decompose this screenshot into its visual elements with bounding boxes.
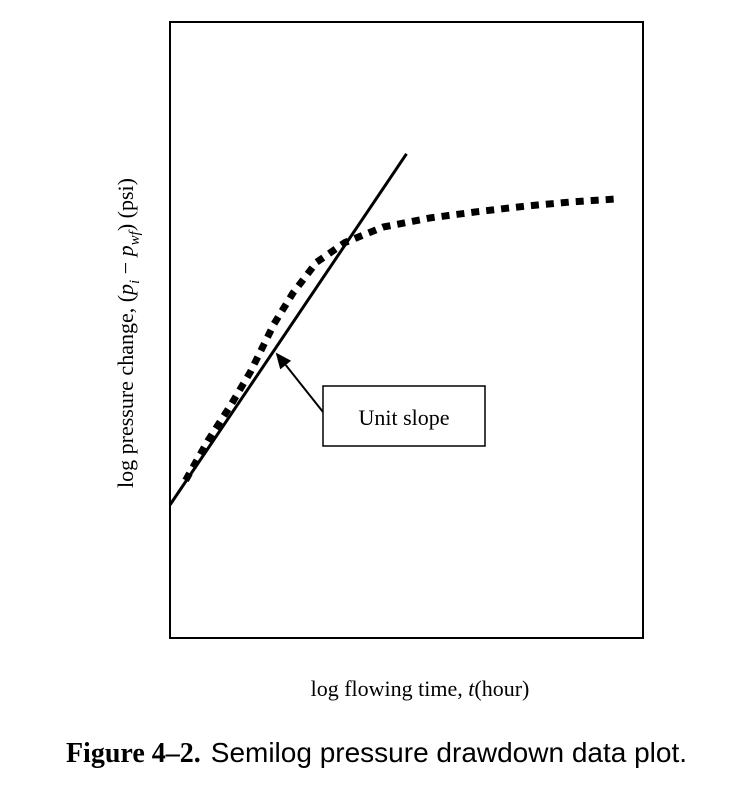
series-line-dotted xyxy=(182,195,620,483)
annotation-arrow-shaft xyxy=(284,364,324,413)
y-axis-label: log pressure change, (pi − pwf) (psi) xyxy=(113,178,143,488)
plot-frame xyxy=(169,21,644,639)
annotation-arrow-head xyxy=(275,352,292,370)
figure-number: Figure 4–2. xyxy=(65,738,201,769)
figure-caption-text: Semilog pressure drawdown data plot. xyxy=(210,737,688,768)
series-layer xyxy=(168,152,620,506)
x-axis-label: log flowing time, t(hour) xyxy=(311,676,530,701)
figure-caption: Figure 4–2. Semilog pressure drawdown dat… xyxy=(0,737,753,770)
annotation-layer: Unit slope xyxy=(275,352,486,447)
annotation-label: Unit slope xyxy=(358,405,449,430)
annotation-box xyxy=(322,385,486,447)
series-line-solid xyxy=(168,152,408,506)
